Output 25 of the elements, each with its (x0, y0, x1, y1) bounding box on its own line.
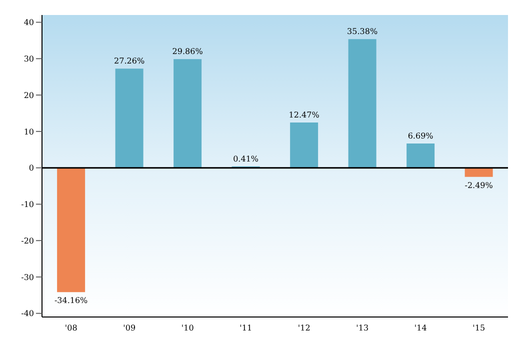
x-tick-label: '15 (472, 324, 486, 333)
y-tick-label: 0 (28, 164, 34, 173)
data-label: 35.38% (347, 27, 378, 36)
y-tick-label: 30 (24, 54, 34, 64)
y-tick-label: -10 (21, 200, 34, 210)
y-tick-label: -40 (21, 309, 34, 318)
y-tick-label: 10 (24, 127, 34, 136)
x-tick-label: '08 (64, 324, 78, 333)
x-tick-label: '13 (356, 324, 369, 333)
x-tick-label: '09 (123, 324, 136, 333)
x-tick-label: '12 (298, 324, 310, 333)
y-tick-label: -30 (21, 272, 34, 282)
data-label: 6.69% (408, 131, 434, 140)
data-label: 12.47% (288, 110, 320, 120)
y-tick-label: 20 (24, 90, 34, 100)
y-tick-label: 40 (24, 18, 34, 28)
x-tick-label: '14 (414, 324, 427, 333)
data-label: 27.26% (114, 56, 145, 66)
x-tick-label: '11 (240, 324, 252, 333)
x-tick-label: '10 (181, 324, 194, 333)
data-label: 29.86% (172, 47, 204, 56)
data-label: -2.49% (464, 180, 494, 190)
data-label: 0.41% (233, 154, 259, 164)
y-tick-label: -20 (21, 236, 34, 246)
data-label: -34.16% (54, 296, 88, 306)
